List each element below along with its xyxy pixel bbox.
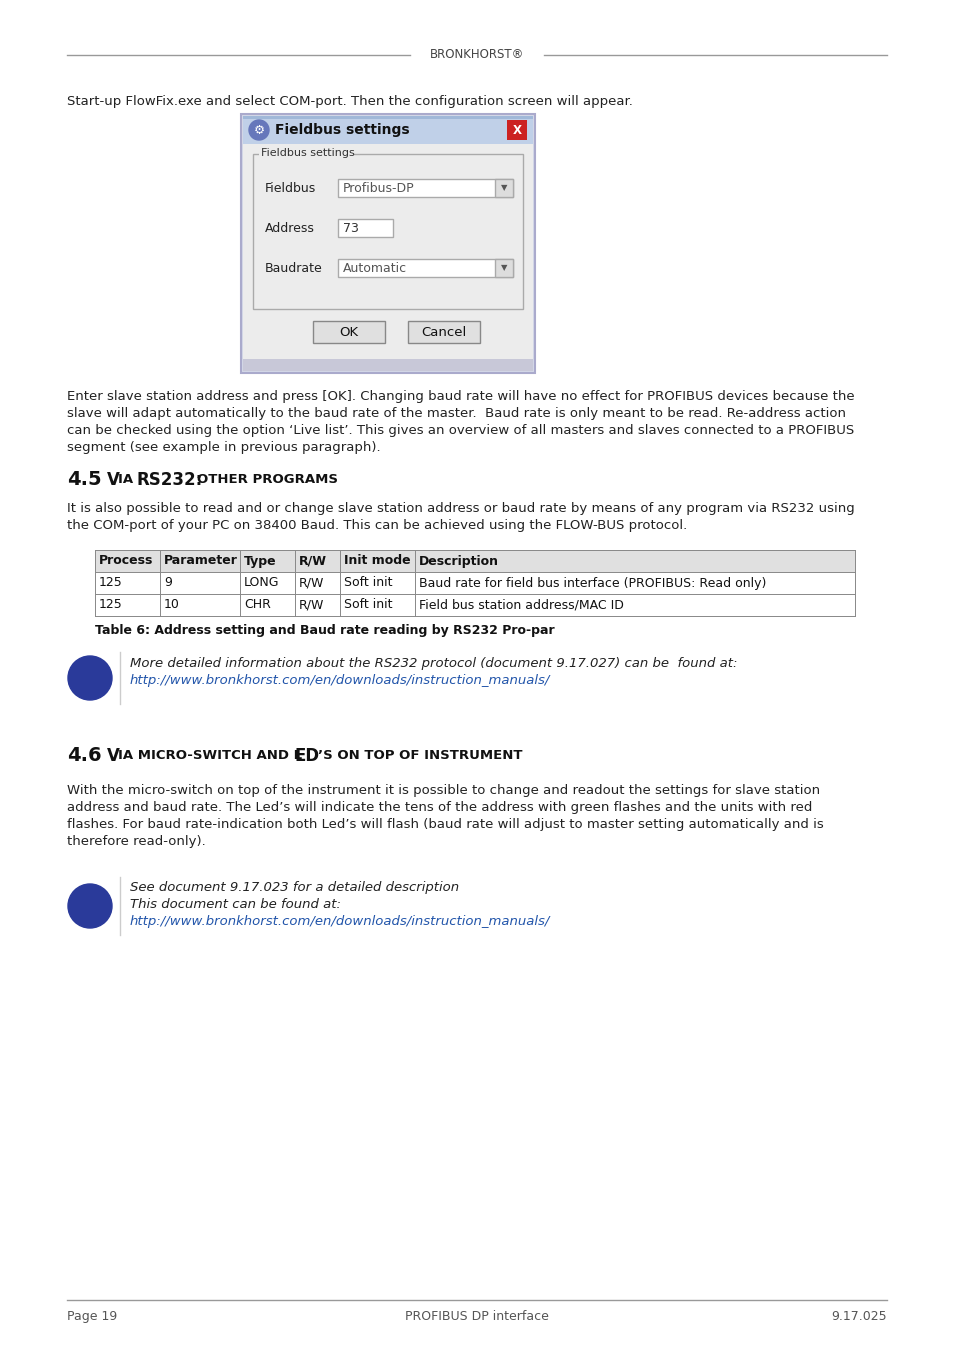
Text: V: V [107, 471, 120, 489]
Text: Baudrate: Baudrate [265, 262, 322, 274]
Bar [337, 259, 513, 277]
Text: Fieldbus settings: Fieldbus settings [261, 148, 355, 158]
Bar [337, 219, 393, 238]
Text: CHR: CHR [244, 598, 271, 612]
Text: Description: Description [418, 555, 498, 567]
Text: V: V [107, 747, 120, 765]
Text: segment (see example in previous paragraph).: segment (see example in previous paragra… [67, 441, 380, 454]
Text: See document 9.17.023 for a detailed description: See document 9.17.023 for a detailed des… [130, 882, 458, 894]
Text: Soft init: Soft init [344, 576, 392, 590]
Text: PROFIBUS DP interface: PROFIBUS DP interface [405, 1310, 548, 1323]
Circle shape [68, 884, 112, 927]
Text: Baud rate for field bus interface (PROFIBUS: Read only): Baud rate for field bus interface (PROFI… [418, 576, 765, 590]
Text: Type: Type [244, 555, 276, 567]
Text: i: i [86, 674, 93, 691]
Text: 125: 125 [99, 598, 123, 612]
Text: http://www.bronkhorst.com/en/downloads/instruction_manuals/: http://www.bronkhorst.com/en/downloads/i… [130, 674, 550, 687]
Bar [495, 180, 513, 197]
Bar [243, 116, 533, 144]
Text: ED: ED [294, 747, 320, 765]
Text: Fieldbus: Fieldbus [265, 181, 315, 194]
Text: ▼: ▼ [500, 184, 507, 193]
Text: 73: 73 [343, 221, 358, 235]
Text: the COM-port of your PC on 38400 Baud. This can be achieved using the FLOW-BUS p: the COM-port of your PC on 38400 Baud. T… [67, 518, 686, 532]
Text: Parameter: Parameter [164, 555, 237, 567]
Text: Soft init: Soft init [344, 598, 392, 612]
Text: R/W: R/W [298, 598, 324, 612]
Text: More detailed information about the RS232 protocol (document 9.17.027) can be  f: More detailed information about the RS23… [130, 657, 737, 670]
Circle shape [68, 656, 112, 701]
Text: can be checked using the option ‘Live list’. This gives an overview of all maste: can be checked using the option ‘Live li… [67, 424, 853, 437]
Text: With the micro-switch on top of the instrument it is possible to change and read: With the micro-switch on top of the inst… [67, 784, 820, 796]
Text: ⚙: ⚙ [253, 123, 264, 136]
Text: Init mode: Init mode [344, 555, 410, 567]
Text: 10: 10 [164, 598, 180, 612]
Text: www: www [81, 688, 99, 697]
Bar [495, 259, 513, 277]
Text: flashes. For baud rate-indication both Led’s will flash (baud rate will adjust t: flashes. For baud rate-indication both L… [67, 818, 822, 832]
Text: 125: 125 [99, 576, 123, 590]
Text: 4.5: 4.5 [67, 470, 102, 489]
Text: www: www [81, 917, 99, 925]
FancyBboxPatch shape [241, 113, 535, 373]
Text: This document can be found at:: This document can be found at: [130, 898, 340, 911]
Text: Enter slave station address and press [OK]. Changing baud rate will have no effe: Enter slave station address and press [O… [67, 390, 854, 404]
Text: http://www.bronkhorst.com/en/downloads/instruction_manuals/: http://www.bronkhorst.com/en/downloads/i… [130, 915, 550, 927]
Text: 9: 9 [164, 576, 172, 590]
Text: R/W: R/W [298, 555, 327, 567]
Bar [95, 549, 854, 572]
Text: R/W: R/W [298, 576, 324, 590]
Bar [243, 144, 533, 371]
Text: Start-up FlowFix.exe and select COM-port. Then the configuration screen will app: Start-up FlowFix.exe and select COM-port… [67, 95, 632, 108]
Text: address and baud rate. The Led’s will indicate the tens of the address with gree: address and baud rate. The Led’s will in… [67, 801, 812, 814]
Bar [313, 321, 385, 343]
Text: 9.17.025: 9.17.025 [830, 1310, 886, 1323]
Bar [258, 146, 354, 161]
Text: OK: OK [339, 325, 358, 339]
Text: Address: Address [265, 221, 314, 235]
Text: IA MICRO-SWITCH AND L: IA MICRO-SWITCH AND L [118, 749, 302, 761]
Text: ▼: ▼ [500, 263, 507, 273]
Bar [408, 321, 479, 343]
Text: Process: Process [99, 555, 153, 567]
Text: Fieldbus settings: Fieldbus settings [274, 123, 409, 136]
Bar [243, 116, 533, 119]
Bar [253, 154, 522, 309]
Bar [243, 359, 533, 371]
Text: X: X [512, 123, 521, 136]
Text: OTHER PROGRAMS: OTHER PROGRAMS [196, 472, 337, 486]
Text: 4.6: 4.6 [67, 747, 102, 765]
Bar [337, 180, 513, 197]
Text: slave will adapt automatically to the baud rate of the master.  Baud rate is onl: slave will adapt automatically to the ba… [67, 406, 845, 420]
Bar [506, 120, 526, 140]
Text: Profibus-DP: Profibus-DP [343, 181, 415, 194]
Text: therefore read-only).: therefore read-only). [67, 836, 206, 848]
Text: Page 19: Page 19 [67, 1310, 117, 1323]
Text: i: i [86, 900, 93, 919]
Text: LONG: LONG [244, 576, 279, 590]
Text: BRONKHORST®: BRONKHORST® [430, 49, 523, 62]
Text: Table 6: Address setting and Baud rate reading by RS232 Pro-par: Table 6: Address setting and Baud rate r… [95, 624, 554, 637]
Text: RS232:: RS232: [137, 471, 203, 489]
Circle shape [249, 120, 269, 140]
Text: Automatic: Automatic [343, 262, 407, 274]
Text: Field bus station address/MAC ID: Field bus station address/MAC ID [418, 598, 623, 612]
Text: Cancel: Cancel [421, 325, 466, 339]
Text: It is also possible to read and or change slave station address or baud rate by : It is also possible to read and or chang… [67, 502, 854, 514]
Text: IA: IA [118, 472, 137, 486]
Text: ’S ON TOP OF INSTRUMENT: ’S ON TOP OF INSTRUMENT [317, 749, 522, 761]
